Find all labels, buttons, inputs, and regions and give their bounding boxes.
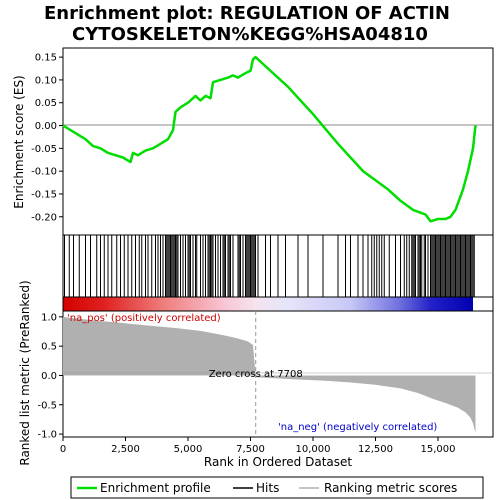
- neg-label: 'na_neg' (negatively correlated): [278, 422, 437, 433]
- metric-y-tick-label: 1.0: [41, 312, 57, 323]
- ranking-metric-area: [63, 316, 476, 433]
- rank-color-bar: [63, 297, 473, 311]
- legend-hits-label: Hits: [256, 481, 279, 495]
- x-tick-label: 12,500: [358, 444, 393, 455]
- legend-enrichment-label: Enrichment profile: [100, 481, 211, 495]
- metric-y-tick-label: 0.5: [41, 342, 57, 353]
- x-axis-label: Rank in Ordered Dataset: [204, 455, 352, 469]
- legend-box: [70, 476, 484, 499]
- es-y-tick-label: -0.20: [31, 212, 57, 223]
- hits-markers: [64, 235, 475, 297]
- es-y-tick-label: -0.10: [31, 167, 57, 178]
- es-y-tick-label: 0.00: [35, 121, 57, 132]
- chart-title-line1: Enrichment plot: REGULATION OF ACTIN: [44, 3, 450, 24]
- metric-y-axis: 1.0 0.5 0.0 -0.5 -1.0: [37, 312, 63, 441]
- chart-title-line2: CYTOSKELETON%KEGG%HSA04810: [72, 24, 428, 45]
- metric-y-tick-label: -0.5: [37, 400, 57, 411]
- x-tick-label: 5,000: [174, 444, 203, 455]
- legend-metric-label: Ranking metric scores: [324, 481, 457, 495]
- x-axis: 0 2,500 5,000 7,500 10,000 12,500 15,000: [60, 437, 456, 455]
- es-y-tick-label: -0.15: [31, 189, 57, 200]
- metric-y-tick-label: -1.0: [37, 430, 57, 441]
- es-y-tick-label: 0.05: [35, 98, 57, 109]
- x-tick-label: 10,000: [296, 444, 331, 455]
- enrichment-profile-line: [62, 55, 477, 223]
- x-tick-label: 15,000: [421, 444, 456, 455]
- es-y-axis: 0.15 0.10 0.05 0.00 -0.05 -0.10 -0.15 -0.20: [31, 53, 63, 223]
- es-y-tick-label: 0.10: [35, 75, 57, 86]
- pos-label: 'na_pos' (positively correlated): [67, 313, 221, 324]
- es-y-axis-label: Enrichment score (ES): [12, 75, 26, 208]
- es-y-tick-label: -0.05: [31, 144, 57, 155]
- metric-y-tick-label: 0.0: [41, 371, 57, 382]
- x-tick-label: 0: [60, 444, 66, 455]
- metric-y-axis-label: Ranked list metric (PreRanked): [18, 280, 32, 465]
- x-tick-label: 2,500: [111, 444, 140, 455]
- es-y-tick-label: 0.15: [35, 53, 57, 64]
- zero-cross-text: Zero cross at 7708: [209, 369, 303, 380]
- x-tick-label: 7,500: [236, 444, 265, 455]
